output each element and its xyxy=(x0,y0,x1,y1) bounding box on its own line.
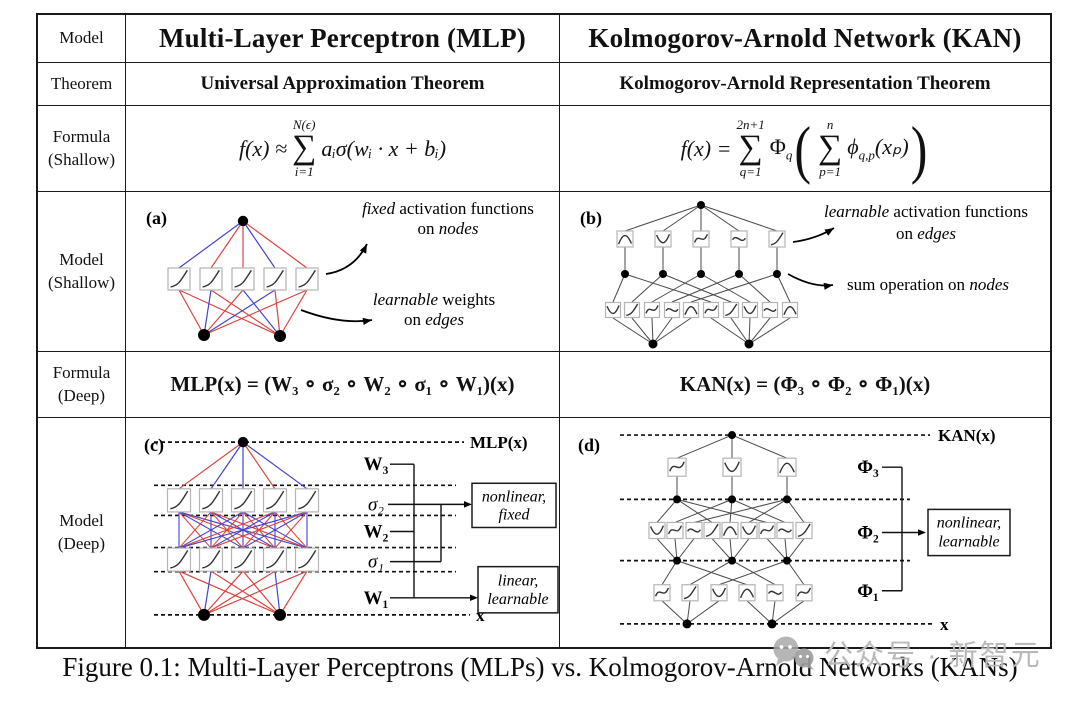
diagram-graphics xyxy=(154,436,478,621)
figure-caption: Figure 0.1: Multi-Layer Perceptrons (MLP… xyxy=(62,652,1018,682)
x-label: x xyxy=(940,615,949,634)
kan-deep-formula: KAN(x) = (Φ₃ ∘ Φ₂ ∘ Φ₁)(x) xyxy=(560,352,1050,418)
mlp-deep-formula: MLP(x) = (W₃ ∘ σ₂ ∘ W₂ ∘ σ₁ ∘ W₁)(x) xyxy=(126,352,560,418)
watermark: 公众号 · 新智元 xyxy=(770,632,1042,674)
sigma1-label: σ₁ xyxy=(368,552,384,573)
diagram-d-kan-deep: (d) KAN(x) Φ₃ Φ₂ Φ₁ x nonlinear, learnabl… xyxy=(578,426,1011,634)
phi2-label: Φ₂ xyxy=(857,522,879,543)
nonlinear-learnable-text: nonlinear, learnable xyxy=(937,514,1001,550)
diagram-graphics xyxy=(604,201,835,349)
sum-lower: p=1 xyxy=(819,163,842,179)
row-label-formula-shallow: Formula (Shallow) xyxy=(38,106,126,192)
sigma-glyph: ∑ xyxy=(292,129,317,167)
label-line2: (Shallow) xyxy=(47,272,116,292)
kan-theorem: Kolmogorov-Arnold Representation Theorem xyxy=(560,63,1050,106)
mlp-title: Multi-Layer Perceptron (MLP) xyxy=(126,15,560,63)
sigma-glyph: ∑ xyxy=(818,129,843,167)
panel-tag-c: (c) xyxy=(144,435,164,456)
kan-shallow-diagram-cell: (b) learnable activation functions on edg… xyxy=(560,192,1050,352)
mlp-shallow-diagram-cell: (a) fixed activation functions on nodes l… xyxy=(126,192,560,352)
row-label-model: Model xyxy=(38,15,126,63)
annotation-learnable-weights: learnable weights on edges xyxy=(373,290,495,329)
wechat-icon xyxy=(773,636,814,670)
nonlinear-fixed-text: nonlinear, fixed xyxy=(482,488,546,523)
mlp-x-label: MLP(x) xyxy=(470,433,528,452)
summation: N(ϵ) ∑ i=1 xyxy=(292,117,317,179)
linear-learnable-box xyxy=(477,565,559,614)
w3-label: W₃ xyxy=(364,454,389,475)
row-label-formula-deep: Formula (Deep) xyxy=(38,352,126,418)
mlp-theorem: Universal Approximation Theorem xyxy=(126,63,560,106)
kan-title: Kolmogorov-Arnold Network (KAN) xyxy=(560,15,1050,63)
annotation-learnable-activations: learnable activation functions on edges xyxy=(824,202,1028,243)
row-label-theorem: Theorem xyxy=(38,63,126,106)
phi3-label: Φ₃ xyxy=(857,457,879,478)
sum-lower: q=1 xyxy=(739,163,762,179)
sigma-glyph: ∑ xyxy=(738,129,763,167)
mlp-deep-diagram-cell: (c) MLP(x) W₃ σ₂ W₂ σ₁ W₁ x nonlinear, fi… xyxy=(126,418,560,647)
kan-deep-diagram-cell: (d) KAN(x) Φ₃ Φ₂ Φ₁ x nonlinear, learnabl… xyxy=(560,418,1050,647)
sum-upper: n xyxy=(826,117,834,133)
label-line1: Model xyxy=(59,511,104,531)
diagram-a-mlp-shallow: (a) fixed activation functions on nodes l… xyxy=(146,199,534,342)
formula-rhs: aᵢσ(wᵢ · x + bᵢ) xyxy=(321,135,447,161)
label-line1: Formula xyxy=(52,363,111,383)
annotation-sum-operation: sum operation on nodes xyxy=(847,275,1009,294)
label-line2: (Deep) xyxy=(57,533,106,553)
row-label-model-deep: Model (Deep) xyxy=(38,418,126,647)
w2-label: W₂ xyxy=(364,521,389,542)
label-line1: Model xyxy=(59,250,104,270)
panel-tag-a: (a) xyxy=(146,208,167,229)
formula-lhs: f(x) ≈ xyxy=(238,135,288,161)
phi1-label: Φ₁ xyxy=(857,581,878,602)
kan-shallow-formula: f(x) = 2n+1 ∑ q=1 Φq ( n ∑ p=1 ϕq,p(xₚ) … xyxy=(560,106,1050,192)
phi-small-term: ϕq,p(xₚ) xyxy=(847,133,909,163)
label-line2: (Deep) xyxy=(57,385,106,405)
nonlinear-fixed-box xyxy=(471,482,557,529)
diagram-b-kan-shallow: (b) learnable activation functions on edg… xyxy=(580,201,1028,349)
summation-outer: 2n+1 ∑ q=1 xyxy=(736,117,765,179)
w1-label: W₁ xyxy=(364,588,389,609)
diagram-c-mlp-deep: (c) MLP(x) W₃ σ₂ W₂ σ₁ W₁ x nonlinear, fi… xyxy=(144,433,559,625)
linear-learnable-text: linear, learnable xyxy=(487,573,548,608)
panel-tag-b: (b) xyxy=(580,208,602,229)
annotation-fixed-activations: fixed activation functions on nodes xyxy=(362,199,534,238)
formula-lhs: f(x) = xyxy=(680,135,732,161)
sigma2-label: σ₂ xyxy=(368,494,384,515)
sum-lower: i=1 xyxy=(294,163,314,179)
sum-upper: 2n+1 xyxy=(736,117,765,133)
label-line2: (Shallow) xyxy=(47,149,116,169)
x-label: x xyxy=(476,606,485,625)
comparison-table: Model Multi-Layer Perceptron (MLP) Kolmo… xyxy=(36,13,1052,649)
sum-upper: N(ϵ) xyxy=(292,117,316,133)
diagram-graphics xyxy=(620,431,934,629)
watermark-text: 公众号 · 新智元 xyxy=(824,640,1042,672)
nonlinear-learnable-box xyxy=(927,508,1011,557)
panel-tag-d: (d) xyxy=(578,435,600,456)
kan-x-label: KAN(x) xyxy=(938,426,996,445)
diagram-graphics xyxy=(167,215,373,342)
row-label-model-shallow: Model (Shallow) xyxy=(38,192,126,352)
summation-inner: n ∑ p=1 xyxy=(818,117,843,179)
phi-term: Φq xyxy=(769,133,793,163)
label-line1: Formula xyxy=(52,127,111,147)
mlp-shallow-formula: f(x) ≈ N(ϵ) ∑ i=1 aᵢσ(wᵢ · x + bᵢ) xyxy=(126,106,560,192)
